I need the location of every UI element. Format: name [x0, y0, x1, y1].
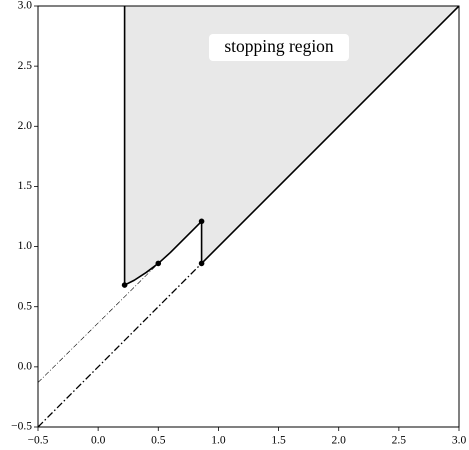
y-tick-label: 0.0 [18, 360, 33, 372]
x-tick-label: 2.5 [392, 435, 407, 447]
axes-frame [37, 5, 460, 428]
line [123, 6, 459, 286]
point [198, 218, 205, 225]
point [121, 282, 128, 288]
x-tick-label: 0.0 [91, 435, 106, 447]
x-tick-label: 1.0 [211, 435, 226, 447]
annotation: stopping region [209, 34, 349, 61]
point [155, 260, 162, 267]
annotation-box [209, 34, 349, 61]
y-tick-label: 2.0 [18, 120, 33, 132]
y-tick-label: 3.0 [18, 0, 33, 12]
y-tick-label: 1.5 [18, 180, 33, 192]
y-tick-label: −0.5 [11, 421, 32, 433]
x-tick-label: 2.0 [332, 435, 347, 447]
x-tick-label: 0.5 [151, 435, 166, 447]
y-tick-label: 0.5 [18, 300, 33, 312]
y-tick-label: 2.5 [18, 60, 33, 72]
region [124, 6, 459, 286]
annotation-text: stopping region [224, 36, 334, 56]
x-tick-label: 3.0 [452, 435, 467, 447]
y-tick-label: 1.0 [18, 240, 33, 252]
line [38, 262, 203, 427]
x-tick-label: 1.5 [271, 435, 286, 447]
x-tick-label: −0.5 [28, 435, 49, 447]
plot-area [38, 6, 459, 427]
line [38, 263, 159, 383]
point [198, 260, 205, 267]
